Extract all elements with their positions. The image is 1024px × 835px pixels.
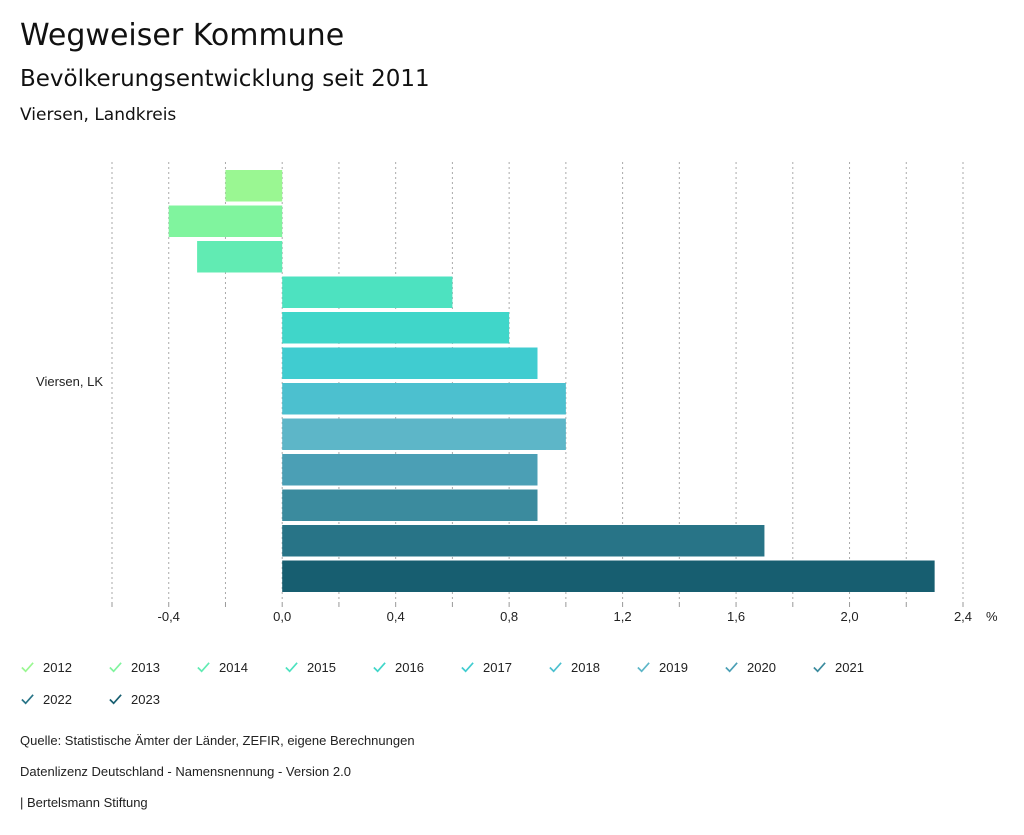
x-tick-label: 0,4 [387,609,405,624]
legend-label: 2022 [43,692,72,707]
x-tick-label: 1,2 [614,609,632,624]
legend-item-2019[interactable]: 2019 [636,660,688,675]
x-axis-unit: % [986,609,998,624]
bar-chart: -0,4 0,0 0,4 0,8 1,2 1,6 2,0 2,4 % Viersen, LK [36,162,998,624]
checkmark-icon [109,694,122,705]
x-tick-label: 1,6 [727,609,745,624]
checkmark-icon [109,662,122,673]
checkmark-icon [461,662,474,673]
credit-note: | Bertelsmann Stiftung [20,795,148,810]
bar-2013 [168,205,283,237]
license-note: Datenlizenz Deutschland - Namensnennung … [20,764,351,779]
legend-item-2014[interactable]: 2014 [196,660,248,675]
legend-item-2012[interactable]: 2012 [20,660,72,675]
x-tick-label: 0,8 [500,609,518,624]
checkmark-icon [373,662,386,673]
legend-item-2023[interactable]: 2023 [108,692,160,707]
chart-subtitle: Bevölkerungsentwicklung seit 2011 [20,66,430,92]
legend-item-2017[interactable]: 2017 [460,660,512,675]
legend-item-2016[interactable]: 2016 [372,660,424,675]
bar-2012 [225,170,283,202]
legend-item-2013[interactable]: 2013 [108,660,160,675]
x-tick-label: 0,0 [273,609,291,624]
bar-2014 [197,241,283,273]
legend-label: 2020 [747,660,776,675]
legend-item-2020[interactable]: 2020 [724,660,776,675]
legend-label: 2016 [395,660,424,675]
bar-2015 [282,276,453,308]
bar-2017 [282,347,538,379]
source-note: Quelle: Statistische Ämter der Länder, Z… [20,733,415,748]
checkmark-icon [813,662,826,673]
legend-label: 2019 [659,660,688,675]
legend-label: 2021 [835,660,864,675]
legend-label: 2014 [219,660,248,675]
legend-item-2018[interactable]: 2018 [548,660,600,675]
legend-item-2022[interactable]: 2022 [20,692,72,707]
legend-label: 2017 [483,660,512,675]
bar-2020 [282,454,538,486]
checkmark-icon [197,662,210,673]
checkmark-icon [549,662,562,673]
region-label: Viersen, Landkreis [20,105,177,125]
checkmark-icon [21,694,34,705]
bar-2021 [282,489,538,521]
checkmark-icon [637,662,650,673]
bar-2022 [282,525,765,557]
category-label: Viersen, LK [36,374,103,389]
legend-item-2015[interactable]: 2015 [284,660,336,675]
bar-2023 [282,560,935,592]
legend-label: 2012 [43,660,72,675]
x-tick-label: 2,0 [840,609,858,624]
x-tick-label: -0,4 [158,609,180,624]
legend-label: 2023 [131,692,160,707]
bar-2019 [282,418,566,450]
checkmark-icon [21,662,34,673]
legend-label: 2015 [307,660,336,675]
legend-label: 2013 [131,660,160,675]
legend-item-2021[interactable]: 2021 [812,660,864,675]
checkmark-icon [725,662,738,673]
legend-label: 2018 [571,660,600,675]
bar-2018 [282,383,566,415]
x-tick-label: 2,4 [954,609,972,624]
chart-title: Wegweiser Kommune [20,18,345,53]
checkmark-icon [285,662,298,673]
bar-2016 [282,312,510,344]
